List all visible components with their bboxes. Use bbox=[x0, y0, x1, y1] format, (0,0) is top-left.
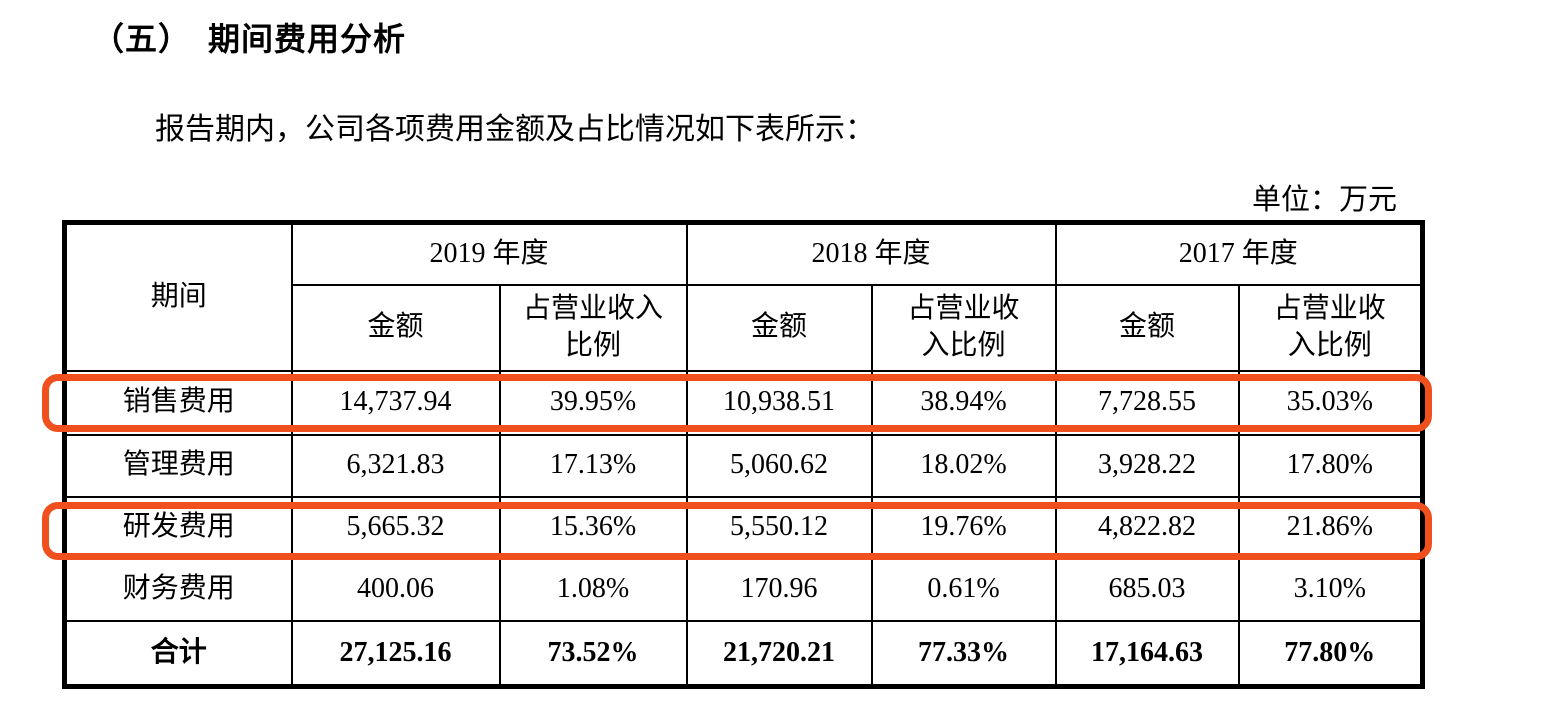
period-expense-table: 期间 2019 年度 2018 年度 2017 年度 金额 占营业收入 比例 金额… bbox=[62, 220, 1426, 689]
row-label: 研发费用 bbox=[63, 495, 293, 560]
ratio-cell-2017: 35.03% bbox=[1237, 369, 1424, 436]
row-rd-expense: 研发费用 5,665.32 15.36% 5,550.12 19.76% 4,8… bbox=[63, 495, 1424, 560]
amount-cell-2018: 10,938.51 bbox=[685, 369, 873, 436]
ratio-cell-2017: 3.10% bbox=[1237, 557, 1424, 622]
col-header-year-2019: 2019 年度 bbox=[290, 221, 688, 286]
ratio-cell-2018: 19.76% bbox=[870, 495, 1057, 560]
col-header-year-2017: 2017 年度 bbox=[1054, 221, 1424, 286]
row-admin-expense: 管理费用 6,321.83 17.13% 5,060.62 18.02% 3,9… bbox=[63, 433, 1424, 498]
ratio-cell-2019: 17.13% bbox=[498, 433, 688, 498]
amount-cell-2017: 17,164.63 bbox=[1054, 619, 1240, 688]
col-header-ratio-2018: 占营业收 入比例 bbox=[870, 283, 1057, 372]
ratio-header-line2: 入比例 bbox=[921, 329, 1006, 361]
amount-cell-2019: 14,737.94 bbox=[290, 369, 501, 436]
ratio-cell-2018: 38.94% bbox=[870, 369, 1057, 436]
col-header-ratio-2017: 占营业收 入比例 bbox=[1237, 283, 1424, 372]
ratio-cell-2019: 73.52% bbox=[498, 619, 688, 688]
ratio-cell-2018: 18.02% bbox=[870, 433, 1057, 498]
intro-paragraph: 报告期内，公司各项费用金额及占比情况如下表所示： bbox=[155, 113, 875, 146]
amount-cell-2017: 685.03 bbox=[1054, 557, 1240, 622]
ratio-cell-2018: 0.61% bbox=[870, 557, 1057, 622]
amount-cell-2019: 400.06 bbox=[290, 557, 501, 622]
ratio-cell-2017: 17.80% bbox=[1237, 433, 1424, 498]
row-total: 合计 27,125.16 73.52% 21,720.21 77.33% 17,… bbox=[63, 619, 1424, 688]
ratio-cell-2018: 77.33% bbox=[870, 619, 1057, 688]
ratio-cell-2019: 39.95% bbox=[498, 369, 688, 436]
amount-cell-2019: 27,125.16 bbox=[290, 619, 501, 688]
row-label: 管理费用 bbox=[63, 433, 293, 498]
ratio-header-line1: 占营业收 bbox=[1273, 293, 1386, 325]
ratio-cell-2017: 77.80% bbox=[1237, 619, 1424, 688]
row-sales-expense: 销售费用 14,737.94 39.95% 10,938.51 38.94% 7… bbox=[63, 369, 1424, 436]
col-header-year-2018: 2018 年度 bbox=[685, 221, 1057, 286]
unit-label: 单位：万元 bbox=[1251, 184, 1397, 216]
header-row-subheaders: 金额 占营业收入 比例 金额 占营业收 入比例 金额 占营业收 入比例 bbox=[65, 283, 1424, 372]
row-label: 财务费用 bbox=[63, 557, 293, 622]
section-heading: （五） 期间费用分析 bbox=[92, 21, 407, 57]
amount-cell-2017: 3,928.22 bbox=[1054, 433, 1240, 498]
amount-cell-2018: 5,550.12 bbox=[685, 495, 873, 560]
amount-cell-2017: 7,728.55 bbox=[1054, 369, 1240, 436]
amount-cell-2018: 21,720.21 bbox=[685, 619, 873, 688]
row-label: 合计 bbox=[63, 619, 293, 688]
col-header-period: 期间 bbox=[63, 221, 293, 372]
amount-cell-2018: 5,060.62 bbox=[685, 433, 873, 498]
amount-cell-2017: 4,822.82 bbox=[1054, 495, 1240, 560]
ratio-header-line1: 占营业收入 bbox=[523, 293, 664, 325]
header-row-years: 期间 2019 年度 2018 年度 2017 年度 bbox=[63, 221, 1424, 372]
amount-cell-2019: 5,665.32 bbox=[290, 495, 501, 560]
amount-cell-2019: 6,321.83 bbox=[290, 433, 501, 498]
ratio-cell-2019: 15.36% bbox=[498, 495, 688, 560]
row-finance-expense: 财务费用 400.06 1.08% 170.96 0.61% 685.03 3.… bbox=[63, 557, 1424, 622]
col-header-amount-2018: 金额 bbox=[685, 283, 873, 372]
col-header-amount-2019: 金额 bbox=[290, 283, 501, 372]
amount-cell-2018: 170.96 bbox=[685, 557, 873, 622]
col-header-ratio-2019: 占营业收入 比例 bbox=[498, 283, 688, 372]
ratio-header-line2: 入比例 bbox=[1287, 329, 1372, 361]
ratio-header-line2: 比例 bbox=[565, 329, 622, 361]
ratio-header-line1: 占营业收 bbox=[907, 293, 1020, 325]
row-label: 销售费用 bbox=[63, 369, 293, 436]
ratio-cell-2017: 21.86% bbox=[1237, 495, 1424, 560]
ratio-cell-2019: 1.08% bbox=[498, 557, 688, 622]
col-header-amount-2017: 金额 bbox=[1054, 283, 1240, 372]
